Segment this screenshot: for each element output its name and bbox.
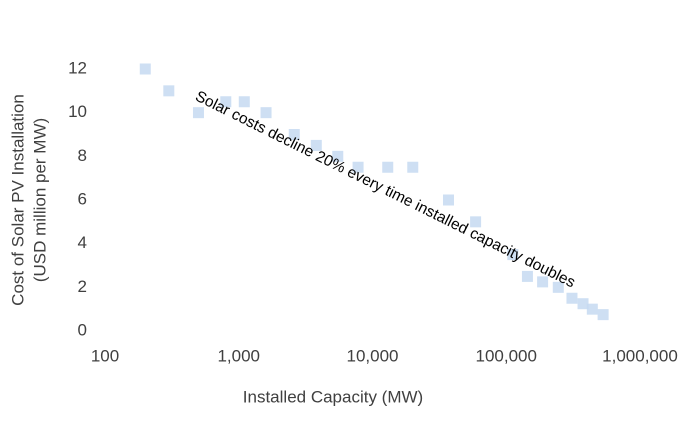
data-point	[442, 194, 454, 206]
y-tick-label: 10	[68, 102, 87, 121]
x-tick-label: 100,000	[476, 346, 537, 365]
data-point	[537, 276, 549, 288]
y-axis-label: (USD million per MW)	[30, 118, 49, 282]
y-tick-label: 8	[78, 146, 87, 165]
annotation: Solar costs decline 20% every time insta…	[192, 88, 578, 292]
data-point	[238, 96, 250, 108]
x-tick-label: 10,000	[347, 346, 399, 365]
data-point	[220, 96, 232, 108]
data-point	[552, 281, 564, 293]
y-tick-label: 6	[78, 189, 87, 208]
y-tick-label: 4	[78, 233, 87, 252]
data-point	[332, 150, 344, 162]
x-tick-label: 1,000	[217, 346, 260, 365]
y-axis-label: Cost of Solar PV Installation	[8, 94, 27, 306]
y-tick-label: 12	[68, 58, 87, 77]
data-point	[260, 107, 272, 119]
data-point	[507, 249, 519, 261]
data-point	[163, 85, 175, 97]
data-point	[139, 63, 151, 75]
x-tick-label: 100	[91, 346, 119, 365]
data-point	[586, 303, 598, 315]
data-point	[352, 161, 364, 173]
x-axis-label: Installed Capacity (MW)	[243, 387, 423, 406]
x-tick-label: 1,000,000	[602, 346, 678, 365]
data-point	[597, 309, 609, 321]
data-point	[407, 161, 419, 173]
data-point	[288, 129, 300, 140]
data-point	[470, 216, 482, 228]
y-tick-label: 0	[78, 320, 87, 339]
data-point	[566, 292, 578, 304]
data-point	[521, 270, 533, 282]
data-point	[310, 139, 322, 151]
data-point	[382, 161, 394, 173]
data-point	[577, 298, 589, 310]
y-tick-label: 2	[78, 277, 87, 296]
data-point	[192, 107, 204, 119]
